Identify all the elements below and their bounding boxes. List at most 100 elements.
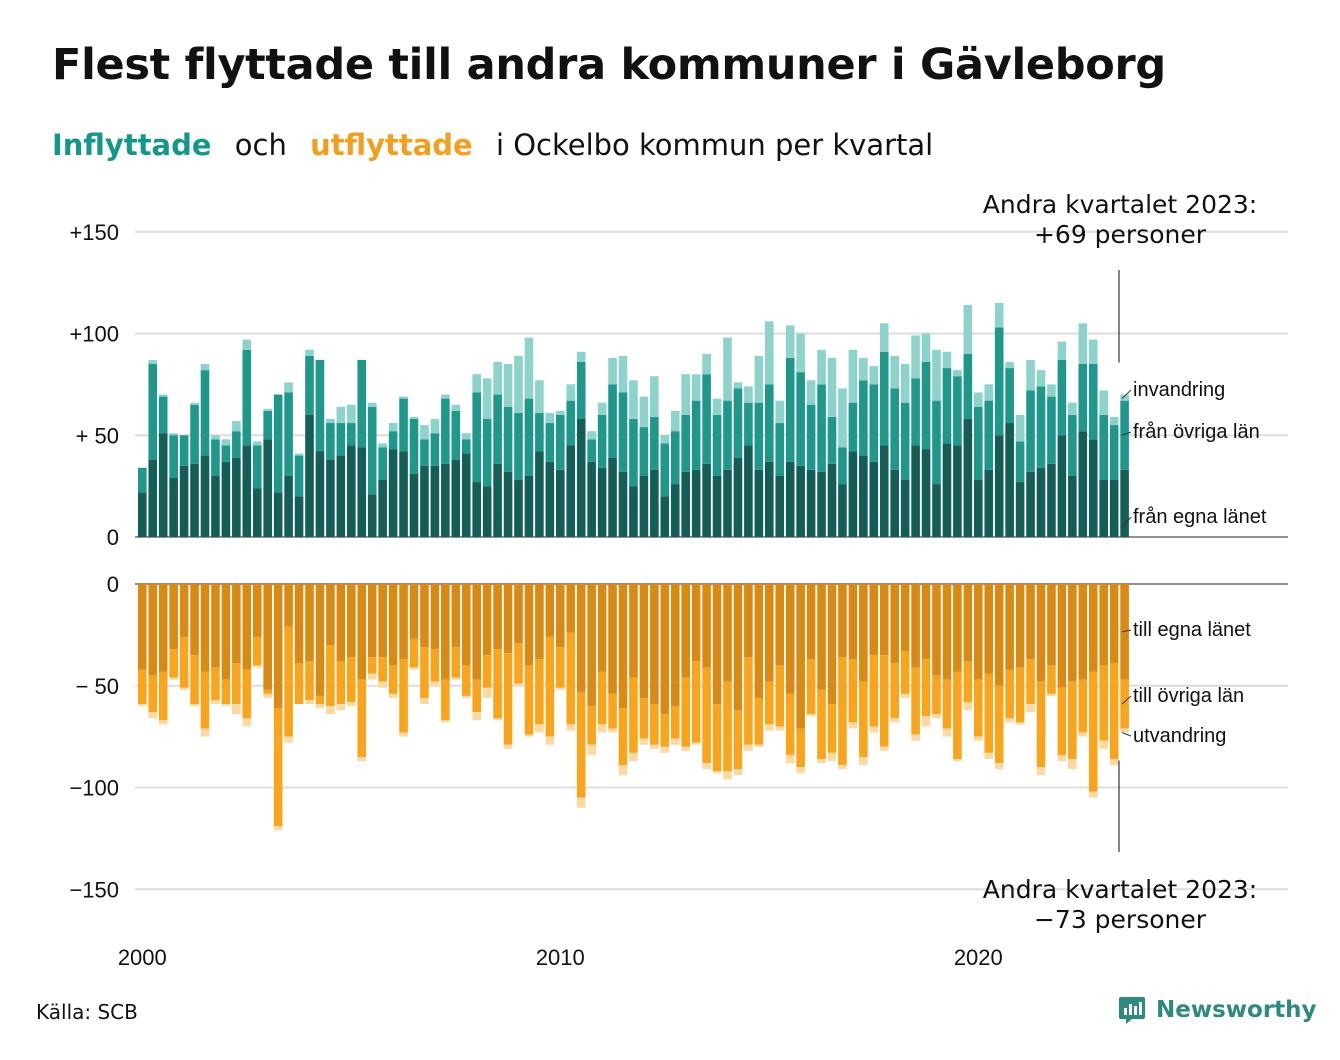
- bar-out-ovriga: [1036, 681, 1046, 768]
- bar-out-egna: [315, 584, 325, 696]
- y-tick-bottom: 0: [107, 572, 119, 597]
- bar-in-egna: [900, 480, 910, 537]
- bar-in-ovriga: [932, 400, 941, 485]
- y-tick-bottom: − 50: [76, 674, 119, 699]
- bar-in-ovriga: [169, 435, 178, 478]
- bar-in-egna: [765, 461, 774, 537]
- bar-out-utvandring: [650, 744, 659, 749]
- bar-out-utvandring: [879, 746, 889, 751]
- bar-in-ovriga: [221, 445, 231, 462]
- bar-out-egna: [712, 584, 722, 705]
- bar-in-ovriga: [1047, 396, 1056, 464]
- bar-out-egna: [953, 584, 962, 672]
- bar-in-ovriga: [775, 423, 785, 476]
- bar-in-ovriga: [817, 384, 826, 472]
- bar-in-ovriga: [608, 384, 617, 458]
- bar-out-utvandring: [326, 706, 335, 715]
- bar-out-utvandring: [639, 738, 649, 745]
- bar-out-ovriga: [1109, 663, 1119, 760]
- bar-in-invandring: [608, 357, 617, 385]
- bar-out-ovriga: [921, 659, 931, 717]
- bar-in-invandring: [190, 402, 199, 405]
- bar-out-egna: [503, 584, 513, 654]
- bar-out-utvandring: [848, 722, 858, 729]
- bar-out-utvandring: [984, 752, 994, 760]
- bar-out-egna: [294, 584, 304, 664]
- bar-out-egna: [1088, 584, 1098, 672]
- bar-out-utvandring: [1078, 732, 1088, 737]
- bar-in-ovriga: [232, 431, 241, 458]
- bar-in-egna: [618, 471, 628, 537]
- bar-in-egna: [179, 465, 189, 537]
- brand-logo[interactable]: Newsworthy: [1118, 995, 1317, 1025]
- bar-out-egna: [921, 584, 931, 660]
- bar-out-egna: [169, 584, 178, 650]
- bar-in-ovriga: [879, 351, 889, 446]
- bar-out-utvandring: [911, 734, 920, 741]
- bar-in-egna: [315, 451, 325, 537]
- bar-in-invandring: [838, 388, 847, 448]
- bar-out-egna: [775, 584, 785, 666]
- bar-in-egna: [1088, 439, 1098, 537]
- bar-in-egna: [702, 463, 711, 537]
- bar-out-ovriga: [336, 661, 346, 705]
- bar-in-ovriga: [242, 349, 252, 446]
- x-tick: 2020: [954, 945, 1003, 970]
- bar-out-egna: [441, 584, 450, 680]
- bar-in-egna: [597, 467, 607, 537]
- bar-in-ovriga: [472, 392, 481, 483]
- bar-out-utvandring: [252, 665, 262, 668]
- bar-out-utvandring: [148, 712, 158, 719]
- bar-out-utvandring: [838, 765, 847, 770]
- bar-in-invandring: [200, 364, 210, 371]
- bar-in-invandring: [524, 337, 534, 399]
- bar-out-ovriga: [378, 657, 387, 682]
- bar-in-invandring: [618, 355, 628, 393]
- bar-in-ovriga: [482, 418, 492, 487]
- bar-out-utvandring: [232, 704, 241, 715]
- bar-out-egna: [1026, 584, 1035, 660]
- bar-in-ovriga: [953, 376, 962, 446]
- bar-in-egna: [650, 469, 659, 537]
- label-invandring: invandring: [1133, 379, 1225, 401]
- bar-in-ovriga: [597, 414, 607, 468]
- bar-out-egna: [148, 584, 158, 676]
- bar-out-ovriga: [1026, 659, 1035, 705]
- label-connector: [1121, 431, 1132, 436]
- bar-out-egna: [158, 584, 168, 672]
- bar-in-egna: [848, 451, 858, 537]
- bar-out-utvandring: [1120, 728, 1129, 733]
- bar-out-ovriga: [545, 636, 555, 737]
- bar-out-egna: [702, 584, 711, 668]
- bar-in-ovriga: [765, 384, 774, 462]
- bar-out-utvandring: [420, 697, 429, 705]
- bar-in-ovriga: [691, 400, 701, 470]
- subtitle-outflow-word: utflyttade: [310, 128, 473, 162]
- bar-in-invandring: [409, 416, 419, 419]
- bar-out-egna: [723, 584, 732, 682]
- bar-in-ovriga: [723, 400, 732, 470]
- bar-in-egna: [838, 484, 847, 537]
- bar-in-ovriga: [650, 416, 659, 470]
- bar-out-utvandring: [273, 826, 283, 831]
- bar-out-egna: [827, 584, 837, 705]
- bar-in-egna: [890, 469, 899, 537]
- bar-in-ovriga: [430, 433, 440, 466]
- bar-out-ovriga: [326, 645, 335, 707]
- bar-in-invandring: [399, 396, 408, 399]
- bar-in-ovriga: [806, 404, 816, 470]
- bar-in-invandring: [1036, 370, 1046, 387]
- bar-out-egna: [984, 584, 994, 674]
- bar-out-utvandring: [566, 724, 576, 731]
- bar-out-utvandring: [211, 699, 220, 705]
- label-connector: [1121, 732, 1132, 737]
- bar-out-utvandring: [336, 704, 346, 711]
- bar-in-invandring: [911, 335, 920, 379]
- bar-out-egna: [744, 584, 753, 658]
- bar-out-ovriga: [838, 657, 847, 766]
- bar-out-egna: [785, 584, 795, 694]
- label-connector: [1121, 389, 1132, 399]
- bar-out-egna: [284, 584, 293, 627]
- bar-in-invandring: [232, 421, 241, 432]
- bar-out-ovriga: [744, 657, 753, 745]
